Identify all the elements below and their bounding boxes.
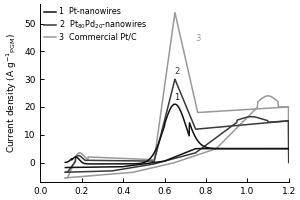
Y-axis label: Current density (A g$^{-1}$$_{\mathrm{PGM}}$): Current density (A g$^{-1}$$_{\mathrm{PG… <box>4 33 19 153</box>
Text: 2: 2 <box>175 67 180 76</box>
Text: 1: 1 <box>174 93 179 102</box>
Legend: 1  Pt-nanowires, 2  Pt$_{80}$Pd$_{20}$-nanowires, 3  Commercial Pt/C: 1 Pt-nanowires, 2 Pt$_{80}$Pd$_{20}$-nan… <box>43 7 148 43</box>
Text: 3: 3 <box>196 34 201 43</box>
